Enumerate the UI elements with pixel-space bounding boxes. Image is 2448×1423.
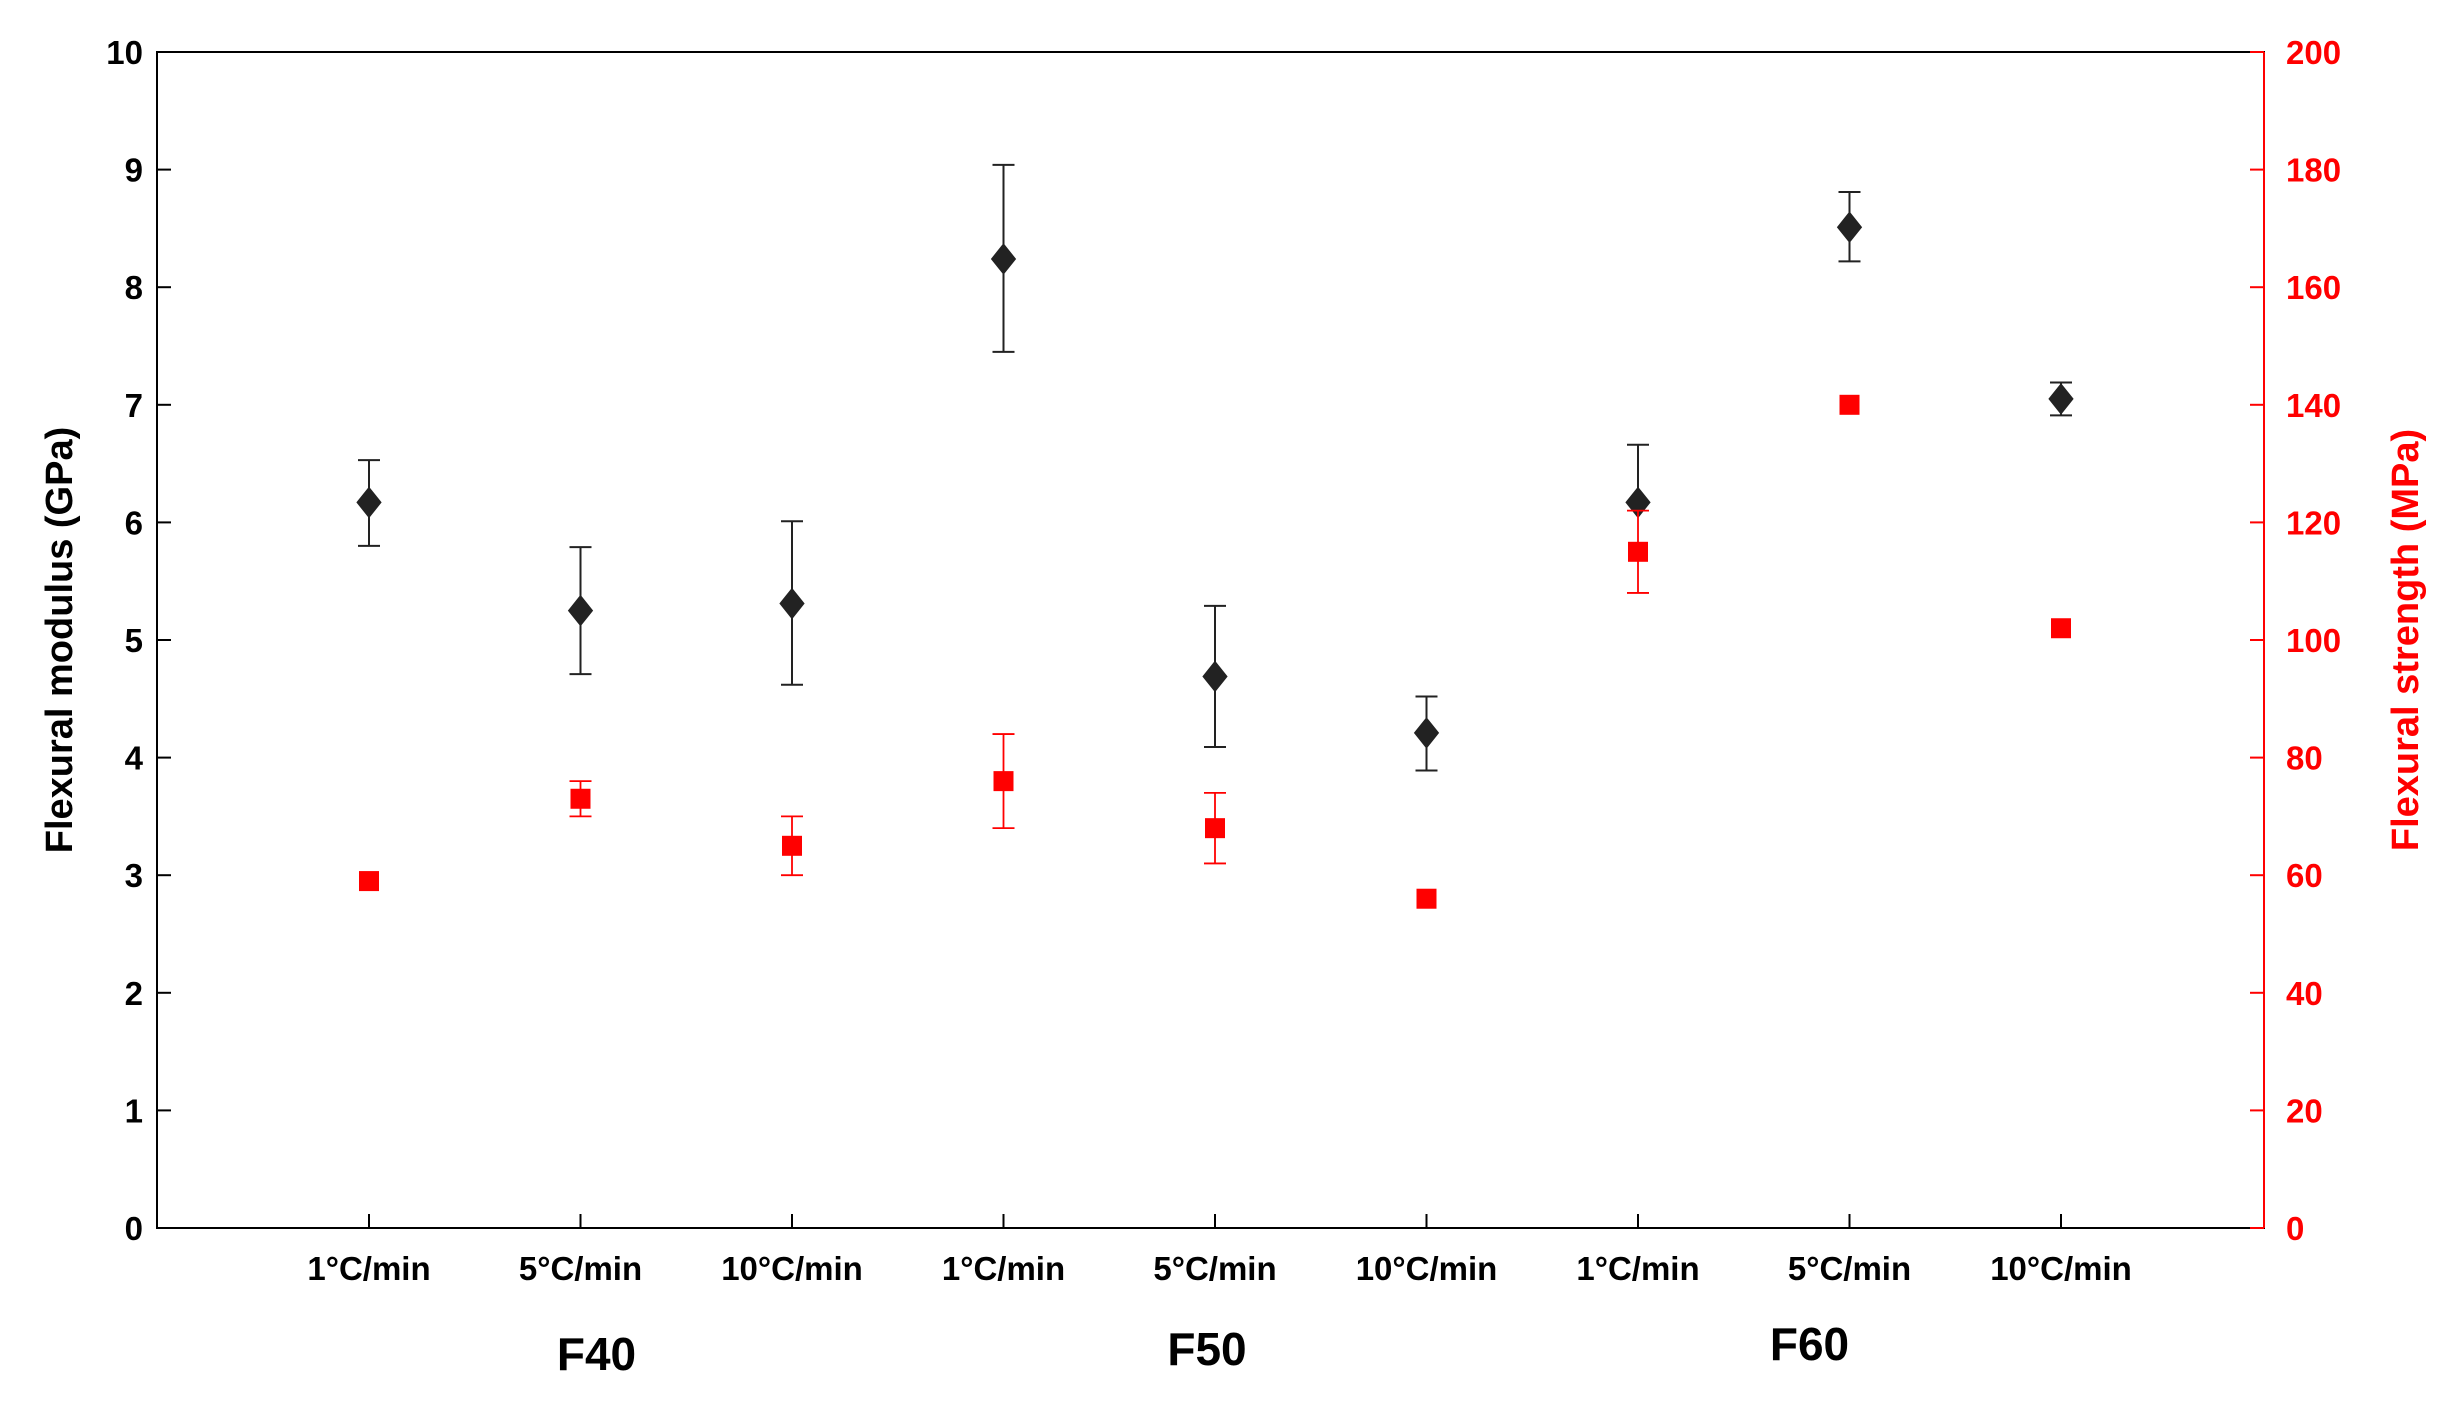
left-tick-label: 10 (106, 34, 143, 71)
right-tick-label: 0 (2286, 1210, 2304, 1247)
left-tick-label: 2 (125, 975, 143, 1012)
y-right-label: Flexural strength (MPa) (2385, 429, 2427, 851)
x-tick-label: 10°C/min (1356, 1250, 1498, 1287)
group-label: F60 (1770, 1318, 1849, 1370)
right-tick-label: 60 (2286, 857, 2323, 894)
left-tick-label: 5 (125, 622, 143, 659)
strength-point (1839, 394, 1860, 415)
modulus-series (356, 163, 2074, 772)
strength-point (1628, 541, 1648, 562)
strength-point (993, 771, 1014, 792)
right-tick-label: 20 (2286, 1092, 2323, 1129)
left-tick-label: 6 (125, 504, 143, 541)
modulus-point (2048, 383, 2074, 415)
left-tick-label: 4 (125, 740, 144, 777)
strength-point (359, 871, 379, 892)
modulus-point (779, 587, 805, 620)
right-tick-label: 140 (2286, 387, 2341, 424)
right-axis: 0 20 40 60 80 100 120 140 160 180 200 (2250, 34, 2341, 1247)
modulus-point (356, 486, 382, 519)
left-tick-label: 8 (125, 269, 143, 306)
left-tick-label: 9 (125, 152, 143, 189)
strength-point (1416, 888, 1437, 909)
group-labels: F40 F50 F60 (557, 1318, 1849, 1380)
x-axis: 1°C/min 5°C/min 10°C/min 1°C/min 5°C/min 10°C… (307, 1214, 2132, 1287)
right-tick-label: 40 (2286, 975, 2323, 1012)
right-tick-label: 100 (2286, 622, 2341, 659)
group-label: F40 (557, 1328, 636, 1380)
right-tick-label: 200 (2286, 34, 2341, 71)
right-tick-label: 180 (2286, 152, 2341, 189)
plot-frame (156, 51, 2265, 1229)
group-label: F50 (1167, 1323, 1246, 1375)
x-tick-label: 5°C/min (519, 1250, 642, 1287)
x-tick-label: 1°C/min (942, 1250, 1065, 1287)
strength-point (570, 788, 591, 809)
modulus-point (1202, 660, 1228, 693)
x-tick-label: 10°C/min (721, 1250, 863, 1287)
x-tick-label: 1°C/min (1576, 1250, 1699, 1287)
x-tick-label: 5°C/min (1153, 1250, 1276, 1287)
left-axis: 0 1 2 3 4 5 6 7 8 9 10 (106, 34, 171, 1247)
left-tick-label: 7 (125, 387, 143, 424)
modulus-point (1413, 717, 1440, 749)
strength-point (1205, 818, 1225, 839)
strength-point (2051, 618, 2071, 639)
right-tick-label: 160 (2286, 269, 2341, 306)
x-tick-label: 10°C/min (1990, 1250, 2132, 1287)
x-tick-label: 5°C/min (1788, 1250, 1911, 1287)
x-tick-label: 1°C/min (307, 1250, 430, 1287)
strength-point (782, 835, 802, 856)
right-tick-label: 80 (2286, 740, 2323, 777)
y-left-label: Flexural modulus (GPa) (39, 427, 81, 854)
left-tick-label: 1 (125, 1092, 143, 1129)
left-tick-label: 3 (125, 857, 143, 894)
modulus-point (1836, 211, 1863, 244)
right-tick-label: 120 (2286, 504, 2341, 541)
modulus-point (567, 594, 594, 627)
modulus-point (990, 243, 1017, 275)
left-tick-label: 0 (125, 1210, 143, 1247)
strength-series (359, 394, 2071, 909)
